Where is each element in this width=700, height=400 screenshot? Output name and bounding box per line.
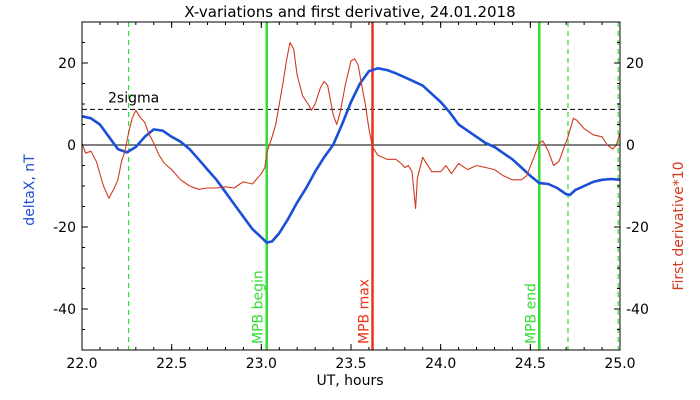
plot-area: 2sigma MPB begin MPB max MPB end 22.0 22.5 23.… bbox=[53, 22, 649, 372]
y-axis-right-label: First derivative*10 bbox=[671, 161, 687, 290]
x-tick-label-3: 23.5 bbox=[335, 356, 366, 372]
marker-label-0: MPB begin bbox=[251, 270, 267, 344]
x-tick-label-2: 23.0 bbox=[246, 356, 277, 372]
y-tick-label-right-0: -40 bbox=[626, 302, 649, 318]
y-tick-label-left-3: 20 bbox=[58, 56, 76, 72]
plot-frame bbox=[81, 21, 621, 351]
threshold-label: 2sigma bbox=[108, 90, 159, 106]
x-tick-label-5: 24.5 bbox=[515, 356, 546, 372]
chart-title: X-variations and first derivative, 24.01… bbox=[184, 3, 515, 21]
x-tick-label-0: 22.0 bbox=[66, 356, 97, 372]
y-tick-label-right-1: -20 bbox=[626, 220, 649, 236]
y-tick-label-left-0: -40 bbox=[53, 302, 76, 318]
x-tick-label-4: 24.0 bbox=[425, 356, 456, 372]
y-tick-label-right-3: 20 bbox=[626, 56, 644, 72]
marker-label-1: MPB max bbox=[357, 279, 373, 344]
x-axis-label: UT, hours bbox=[316, 373, 383, 389]
x-tick-label-6: 25.0 bbox=[604, 356, 635, 372]
deltax-line bbox=[81, 67, 621, 244]
derivative-line bbox=[81, 41, 621, 210]
y-axis-left-label: deltaX, nT bbox=[22, 154, 38, 226]
y-tick-label-left-2: 0 bbox=[67, 138, 76, 154]
y-tick-label-left-1: -20 bbox=[53, 220, 76, 236]
marker-label-2: MPB end bbox=[523, 283, 539, 344]
y-tick-label-right-2: 0 bbox=[626, 138, 635, 154]
x-tick-label-1: 22.5 bbox=[156, 356, 187, 372]
